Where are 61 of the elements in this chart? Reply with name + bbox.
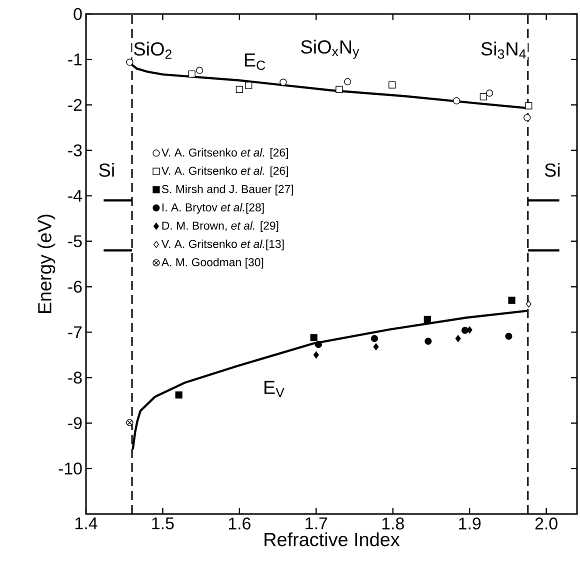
- point: [525, 102, 532, 110]
- x-tick-label: 1.6: [228, 518, 250, 530]
- x-tick-label: 1.8: [382, 518, 404, 530]
- point: [310, 334, 318, 342]
- annotation: E$_{C}$: [244, 53, 266, 70]
- legend-label: V. A. Gritsenko et al. [26]: [161, 166, 288, 178]
- legend-label: I. A. Brytov et al.[28]: [162, 203, 264, 214]
- point: [370, 334, 378, 342]
- y-tick-label: -7: [68, 326, 82, 338]
- legend-label: A. M. Goodman [30]: [161, 258, 264, 269]
- annotation: Si: [544, 162, 560, 177]
- point: [280, 78, 287, 86]
- point: [524, 114, 531, 122]
- y-tick-label: -8: [68, 372, 82, 384]
- point: [344, 78, 352, 86]
- y-axis-title: Energy (eV): [38, 214, 56, 313]
- legend-label: V. A. Gritsenko et al.[13]: [161, 240, 284, 250]
- y-tick-label: -6: [68, 280, 82, 293]
- legend-label: S. Mirsh and J. Bauer [27]: [162, 184, 294, 196]
- point: [196, 66, 204, 74]
- y-tick-label: -2: [68, 98, 82, 111]
- point: [336, 86, 343, 93]
- annotation: E$_{V}$: [264, 380, 284, 398]
- point: [424, 338, 432, 345]
- y-tick-label: -10: [58, 462, 82, 475]
- x-tick-label: 1.4: [76, 518, 98, 530]
- x-tick-label: 1.5: [152, 518, 174, 530]
- y-tick-label: -9: [68, 417, 82, 430]
- point: [526, 300, 532, 308]
- point: [461, 326, 469, 334]
- annotation: SiO$_{2}$: [134, 42, 172, 59]
- point: [505, 332, 512, 340]
- x-tick-label: 1.7: [306, 518, 328, 530]
- point: [508, 296, 516, 304]
- legend-label: D. M. Brown, et al. [29]: [162, 221, 278, 232]
- point: [188, 70, 196, 78]
- y-tick-label: -5: [68, 235, 82, 248]
- point: [486, 90, 494, 97]
- annotation: Si: [99, 162, 114, 177]
- x-axis-title: Refractive Index: [264, 532, 400, 546]
- y-tick-label: -4: [68, 190, 82, 202]
- annotation: SiO$_{x}$N$_{y}$: [301, 40, 360, 59]
- point: [453, 97, 460, 104]
- point: [455, 334, 461, 342]
- point: [314, 340, 322, 348]
- x-tick-label: 1.9: [459, 518, 481, 530]
- point: [236, 86, 243, 93]
- point: [424, 316, 431, 323]
- point: [175, 391, 182, 398]
- point: [388, 81, 396, 88]
- point: [313, 351, 319, 358]
- y-tick-label: -3: [68, 144, 82, 156]
- legend-label: V. A. Gritsenko et al. [26]: [161, 148, 288, 159]
- annotation: Si$_{3}$N$_{4}$: [481, 42, 526, 59]
- point: [466, 326, 472, 334]
- point: [480, 93, 487, 100]
- y-tick-label: 0: [74, 8, 82, 20]
- y-tick-label: -1: [68, 54, 82, 66]
- point: [373, 343, 379, 350]
- x-tick-label: 2.0: [535, 518, 558, 530]
- point: [126, 58, 134, 66]
